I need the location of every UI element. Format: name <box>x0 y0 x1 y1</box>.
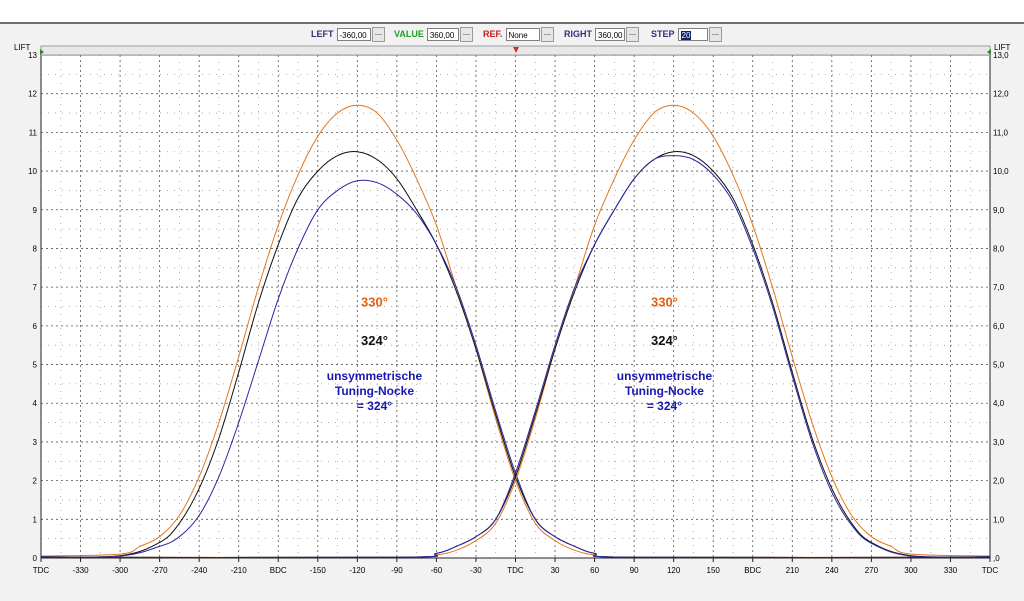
toolbar: LEFT -360,00 VALUE 360,00 REF. None RIGH… <box>0 24 1024 44</box>
right-range-marker-icon[interactable] <box>987 49 991 55</box>
x-tick-label: -150 <box>310 566 327 575</box>
y-tick-label-left: 1 <box>33 515 38 524</box>
x-tick-label: BDC <box>744 566 761 575</box>
step-label: STEP <box>651 29 675 39</box>
x-tick-label: -330 <box>73 566 90 575</box>
x-tick-label: -30 <box>470 566 482 575</box>
series-line-3 <box>40 104 991 558</box>
x-tick-label: 240 <box>825 566 839 575</box>
step-spinner[interactable] <box>708 26 722 42</box>
y-tick-label-left: 13 <box>28 51 37 60</box>
step-input[interactable]: 20 <box>677 27 708 41</box>
value-control: VALUE 360,00 <box>394 26 473 42</box>
y-tick-label-left: 10 <box>28 167 37 176</box>
step-input-value: 20 <box>680 30 692 40</box>
y-tick-label-right: 4,0 <box>993 399 1005 408</box>
x-tick-label: 90 <box>630 566 639 575</box>
x-tick-label: -90 <box>391 566 403 575</box>
annotation-1: 324° <box>361 333 388 348</box>
y-tick-label-right: 10,0 <box>993 167 1009 176</box>
series-line-5 <box>40 155 991 559</box>
right-label: RIGHT <box>564 29 592 39</box>
y-tick-label-left: 4 <box>33 399 38 408</box>
x-tick-label: -210 <box>231 566 248 575</box>
window-top-bar <box>0 0 1024 24</box>
x-tick-label: -120 <box>349 566 366 575</box>
y-tick-label-right: 7,0 <box>993 283 1005 292</box>
x-tick-label: 60 <box>590 566 599 575</box>
grid <box>40 54 991 559</box>
y-tick-label-left: 11 <box>29 128 38 137</box>
value-input[interactable]: 360,00 <box>426 27 459 41</box>
x-tick-label: -300 <box>112 566 129 575</box>
y-tick-label-right: 5,0 <box>993 361 1005 370</box>
annotations: 330° 324° unsymmetrische Tuning-Nocke = 324°… <box>327 295 713 414</box>
series-line-2 <box>40 179 991 559</box>
right-input[interactable]: 360,00 <box>595 27 625 41</box>
y-tick-label-left: 5 <box>33 361 38 370</box>
annotation-5: unsymmetrische Tuning-Nocke = 324° <box>617 369 713 413</box>
y-tick-label-left: 0 <box>33 554 38 563</box>
x-tick-label: -240 <box>191 566 208 575</box>
series-layer <box>40 104 991 559</box>
y-tick-label-right: 6,0 <box>993 322 1005 331</box>
x-tick-label: TDC <box>982 566 999 575</box>
x-tick-label: 300 <box>904 566 918 575</box>
left-control: LEFT -360,00 <box>311 26 385 42</box>
x-tick-label: -60 <box>431 566 443 575</box>
annotation-0: 330° <box>361 295 388 310</box>
x-tick-label: TDC <box>33 566 50 575</box>
left-label: LEFT <box>311 29 334 39</box>
x-tick-label: -270 <box>152 566 169 575</box>
value-marker-icon[interactable] <box>513 47 519 53</box>
x-tick-label: 210 <box>786 566 800 575</box>
step-control: STEP 20 <box>651 26 722 42</box>
y-tick-label-left: 9 <box>33 206 38 215</box>
left-spinner[interactable] <box>371 26 385 42</box>
ref-control: REF. None <box>483 26 554 42</box>
y-axis-label-left: LIFT <box>14 44 31 52</box>
y-tick-label-right: 8,0 <box>993 244 1005 253</box>
y-tick-label-left: 6 <box>33 322 38 331</box>
y-tick-label-left: 12 <box>28 90 37 99</box>
y-tick-label-right: ,0 <box>993 554 1000 563</box>
left-range-marker-icon[interactable] <box>40 49 44 55</box>
y-tick-label-right: 3,0 <box>993 438 1005 447</box>
y-axis-label-right: LIFT <box>994 44 1011 52</box>
y-tick-label-right: 12,0 <box>993 90 1009 99</box>
x-tick-label: 330 <box>944 566 958 575</box>
annotation-2: unsymmetrische Tuning-Nocke = 324° <box>327 369 423 413</box>
y-tick-label-left: 2 <box>33 477 38 486</box>
x-tick-label: 120 <box>667 566 681 575</box>
annotation-3: 330° <box>651 295 678 310</box>
series-line-0 <box>40 104 991 558</box>
value-spinner[interactable] <box>459 26 473 42</box>
lift-chart: TDC -330 -300 -270 -240 -210 BDC -150 -120 -90 -60… <box>0 44 1024 601</box>
x-tick-label: 270 <box>865 566 879 575</box>
value-label: VALUE <box>394 29 424 39</box>
ref-label: REF. <box>483 29 503 39</box>
x-tick-label: BDC <box>270 566 287 575</box>
ref-select[interactable]: None <box>505 27 540 41</box>
y-tick-label-right: 11,0 <box>993 128 1009 137</box>
y-tick-label-right: 1,0 <box>993 515 1005 524</box>
x-tick-label: TDC <box>507 566 524 575</box>
y-tick-label-right: 9,0 <box>993 206 1005 215</box>
ref-spinner[interactable] <box>540 26 554 42</box>
y-tick-label-left: 3 <box>33 438 38 447</box>
left-input[interactable]: -360,00 <box>336 27 371 41</box>
right-spinner[interactable] <box>626 26 639 42</box>
annotation-4: 324° <box>651 333 678 348</box>
right-control: RIGHT 360,00 <box>564 26 639 42</box>
y-tick-label-right: 13,0 <box>993 51 1009 60</box>
y-tick-label-right: 2,0 <box>993 477 1005 486</box>
x-tick-label: 30 <box>551 566 560 575</box>
y-tick-label-left: 7 <box>33 283 38 292</box>
y-tick-label-left: 8 <box>33 244 38 253</box>
x-tick-label: 150 <box>707 566 721 575</box>
